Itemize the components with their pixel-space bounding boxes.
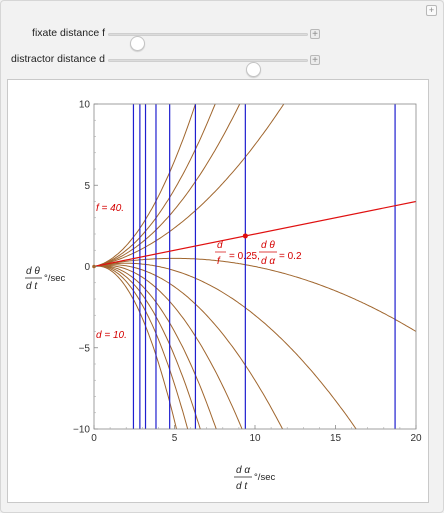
f-value-label: f = 40. <box>96 203 124 214</box>
d-value-label: d = 10. <box>96 330 127 341</box>
ratio-f-denominator: f <box>217 256 221 267</box>
brown-curve-5 <box>94 262 357 429</box>
xlabel-unit: °/sec <box>254 472 275 483</box>
y-tick-label-2: 0 <box>84 262 90 273</box>
x-tick-label-2: 10 <box>249 433 261 444</box>
chart-labels: d θ °/sec d t d α °/sec d t f = 40. d = … <box>25 203 302 492</box>
brown-curve-1 <box>94 104 241 267</box>
ratio-dtheta-numerator: d θ <box>261 240 275 251</box>
ratio-dalpha-denominator: d α <box>261 256 275 267</box>
control-fixate-distance: fixate distance f + <box>1 24 444 51</box>
brown-curve-8 <box>94 265 217 429</box>
x-tick-label-0: 0 <box>91 433 97 444</box>
brown-curve-10 <box>94 265 189 429</box>
distractor-distance-slider[interactable] <box>108 59 308 77</box>
red-ratio-line <box>94 200 416 268</box>
distractor-distance-label: distractor distance d <box>11 53 105 65</box>
y-tick-label-3: −5 <box>79 343 91 354</box>
red-point <box>242 233 248 239</box>
x-tick-label-3: 15 <box>330 433 342 444</box>
ylabel-unit: °/sec <box>44 273 65 284</box>
xlabel-denominator: d t <box>236 481 248 492</box>
chart-axes: 0 5 10 15 20 10 5 0 −5 −10 <box>73 100 422 445</box>
plot-panel: 0 5 10 15 20 10 5 0 −5 −10 d θ °/sec d t d α °/se… <box>7 79 429 503</box>
ratio-eq1: = 0.25, <box>229 251 260 262</box>
ratio-eq2: = 0.2 <box>279 251 302 262</box>
origin-point <box>92 264 96 269</box>
distractor-distance-plus-icon[interactable]: + <box>310 55 320 66</box>
brown-curve-0 <box>94 104 285 267</box>
chart: 0 5 10 15 20 10 5 0 −5 −10 d θ °/sec d t d α °/se… <box>25 100 422 492</box>
y-tick-label-1: 5 <box>84 181 90 192</box>
xlabel-numerator: d α <box>236 465 250 476</box>
expand-icon[interactable]: + <box>426 5 437 16</box>
chart-curves <box>94 104 416 429</box>
distractor-distance-slider-thumb[interactable] <box>246 62 261 77</box>
fixate-distance-slider[interactable] <box>108 33 308 51</box>
brown-curve-9 <box>94 265 201 429</box>
ratio-d-numerator: d <box>217 240 223 251</box>
x-tick-label-4: 20 <box>410 433 422 444</box>
fixate-distance-plus-icon[interactable]: + <box>310 29 320 40</box>
fixate-distance-slider-thumb[interactable] <box>130 36 145 51</box>
control-distractor-distance: distractor distance d + <box>1 50 444 77</box>
brown-curve-4 <box>94 257 416 332</box>
brown-curve-11 <box>94 265 177 429</box>
brown-curve-2 <box>94 104 216 267</box>
y-tick-label-0: 10 <box>79 100 91 111</box>
brown-curve-7 <box>94 264 243 429</box>
y-tick-label-4: −10 <box>73 425 90 436</box>
chart-blue-lines <box>132 104 396 429</box>
fixate-distance-label: fixate distance f <box>32 27 105 39</box>
ylabel-denominator: d t <box>26 281 38 292</box>
x-tick-label-1: 5 <box>172 433 178 444</box>
chart-red-line-group <box>94 200 416 268</box>
brown-curve-6 <box>94 264 284 429</box>
ylabel-numerator: d θ <box>26 266 40 277</box>
brown-curve-3 <box>94 104 196 267</box>
